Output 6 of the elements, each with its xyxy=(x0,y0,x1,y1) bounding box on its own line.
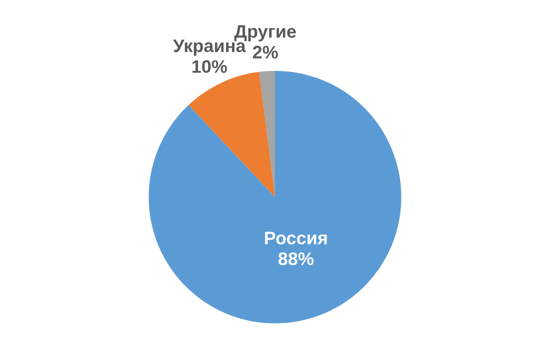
slice-label: Другие xyxy=(234,25,296,42)
data-label: 2% xyxy=(252,46,278,59)
data-label: 88% xyxy=(278,252,314,266)
data-label: 10% xyxy=(192,60,227,73)
slice-label: Украина xyxy=(173,40,246,56)
slice-label: Россия xyxy=(265,232,327,244)
